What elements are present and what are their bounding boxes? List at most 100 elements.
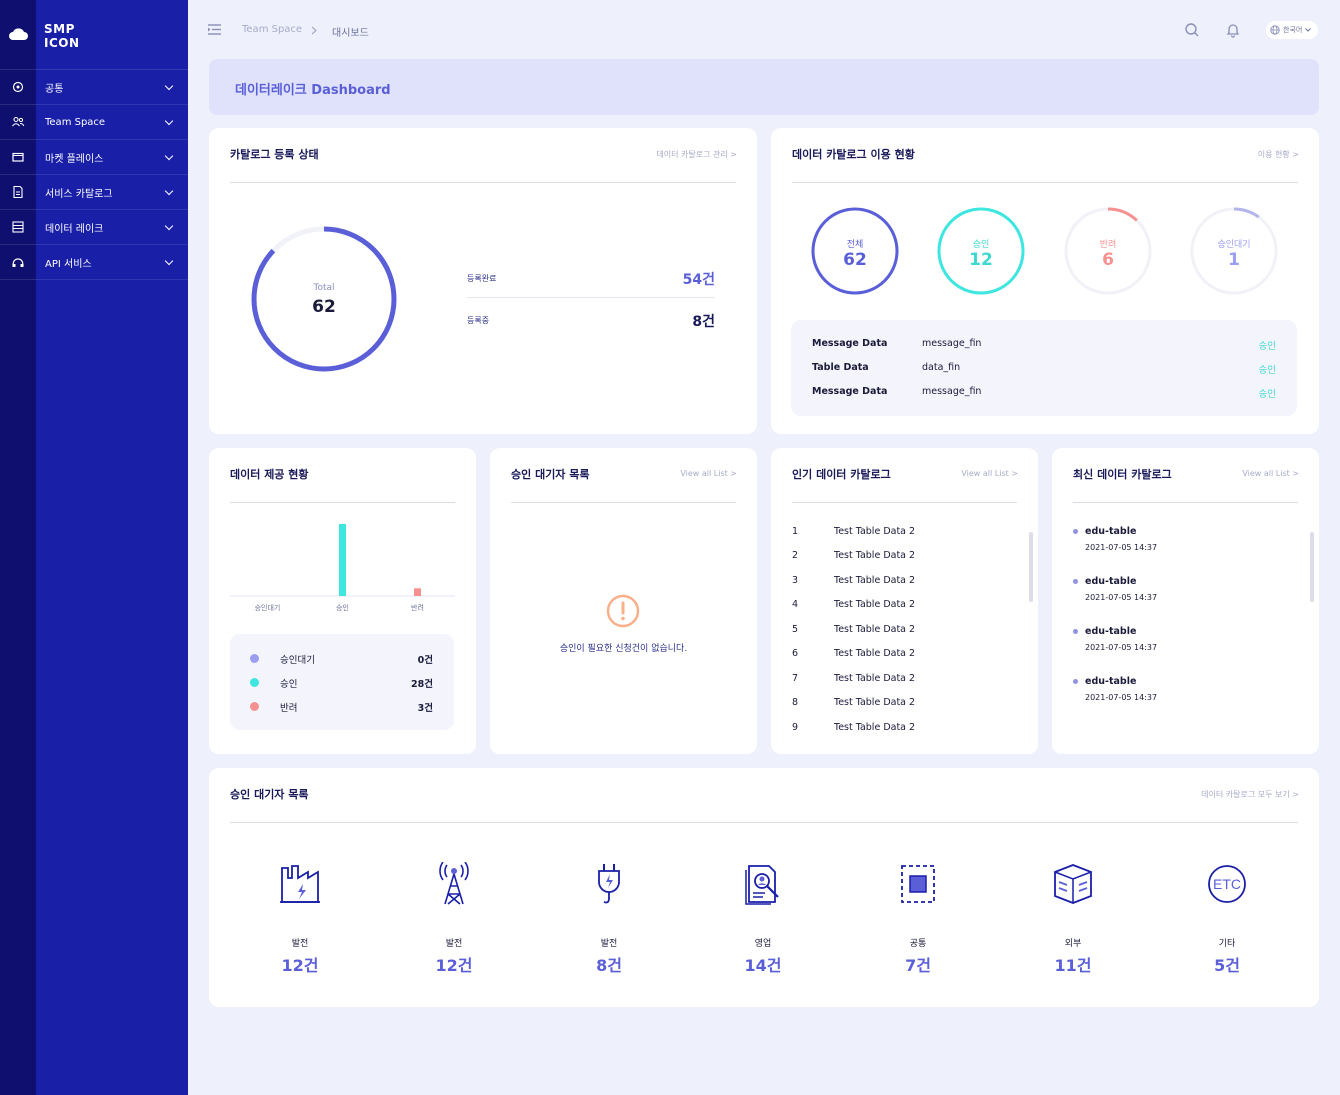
legend-label: 반려 [280,703,298,714]
catalog-item-name[interactable]: Test Table Data 2 [834,624,916,635]
rank-number: 1 [792,526,799,537]
recent-item-name[interactable]: edu-table [1085,576,1137,587]
scrollbar[interactable] [1310,532,1314,602]
recent-item-time: 2021-07-05 14:37 [1085,693,1158,702]
catalog-status-card: 카탈로그 등록 상태 데이터 카탈로그 관리 > Total 62 등록완료 5… [209,128,757,434]
total-value: 62 [312,297,336,317]
sidebar-item-label: 공통 [45,83,64,95]
rank-number: 5 [792,624,799,635]
registration-progress-arc [251,226,397,372]
category-count: 11건 [1054,956,1092,975]
scrollbar[interactable] [1029,532,1033,602]
category-name: 공통 [909,939,927,949]
document-search-icon [745,865,779,905]
catalog-item-name[interactable]: Test Table Data 2 [834,673,916,684]
category-name: 발전 [600,939,618,949]
catalog-item-name[interactable]: Test Table Data 2 [834,599,916,610]
catalog-item-name[interactable]: Test Table Data 2 [834,550,916,561]
recent-item-name[interactable]: edu-table [1085,676,1137,687]
warning-icon [606,594,640,628]
approved-ring-arc [937,207,1025,295]
x-tick-label: 승인대기 [255,603,281,612]
ring-value-approved: 12 [969,250,993,270]
category-name: 외부 [1064,939,1082,949]
breadcrumb-current: 대시보드 [332,28,369,39]
bullet-dot [1073,679,1078,684]
view-all-link[interactable]: View all List > [680,469,737,478]
language-select[interactable]: 한국어 [1266,21,1318,39]
category-item[interactable]: ETC 기타 5건 [1167,862,1287,975]
message-type: Message Data [812,338,888,349]
sidebar-item-common[interactable]: 공통 [36,70,188,105]
provision-legend: 승인대기 0건 승인 28건 반려 3건 [230,634,454,730]
rail-divider [0,69,36,70]
category-item[interactable]: 공통 7건 [858,862,978,975]
sidebar-item-api-service[interactable]: API 서비스 [36,245,188,280]
catalog-item-name[interactable]: Test Table Data 2 [834,648,916,659]
legend-dot [250,678,259,687]
catalog-item-name[interactable]: Test Table Data 2 [834,526,916,537]
sidebar-item-data-lake[interactable]: 데이터 레이크 [36,210,188,245]
sidebar-divider [36,69,188,70]
app-logo[interactable]: SMP ICON [44,22,80,50]
legend-dot [250,654,259,663]
rank-number: 6 [792,648,799,659]
catalog-manage-link[interactable]: 데이터 카탈로그 관리 > [656,150,737,159]
view-all-link[interactable]: View all List > [961,469,1018,478]
page-title: 데이터레이크 Dashboard [235,83,391,98]
card-title: 인기 데이터 카탈로그 [792,468,891,481]
view-all-link[interactable]: View all List > [1242,469,1299,478]
sidebar-item-team-space[interactable]: Team Space [36,105,188,140]
rail-divider [0,139,36,140]
recent-item-name[interactable]: edu-table [1085,626,1137,637]
api-icon[interactable] [11,255,25,269]
view-all-catalog-link[interactable]: 데이터 카탈로그 모두 보기 > [1201,790,1299,799]
empty-message: 승인이 필요한 신청건이 없습니다. [559,644,688,654]
breadcrumb-team-space[interactable]: Team Space [242,24,303,35]
sidebar-item-service-catalog[interactable]: 서비스 카탈로그 [36,175,188,210]
svg-text:ETC: ETC [1213,876,1241,892]
message-status: 승인 [1258,341,1276,352]
category-item[interactable]: 발전 8건 [549,862,669,975]
category-item[interactable]: 발전 12건 [394,862,514,975]
recent-item-time: 2021-07-05 14:37 [1085,593,1158,602]
page-banner: 데이터레이크 Dashboard [209,59,1319,115]
globe-icon [1270,25,1280,35]
ring-value-pending: 1 [1228,250,1240,270]
catalog-item-name[interactable]: Test Table Data 2 [834,575,916,586]
category-item[interactable]: 외부 11건 [1013,862,1133,975]
rail-divider [0,244,36,245]
catalog-item-name[interactable]: Test Table Data 2 [834,697,916,708]
selection-box-icon [901,865,935,903]
category-item[interactable]: 발전 12건 [240,862,360,975]
folder-icon[interactable] [11,150,25,164]
ring-label-approved: 승인 [972,240,990,250]
catalog-usage-card: 데이터 카탈로그 이용 현황 이용 현황 > 전체 6​2 승인 12 반려 6… [771,128,1319,434]
registering-value: 8건 [692,314,715,330]
message-type: Table Data [812,362,869,373]
rail-divider [0,279,36,280]
category-count: 7건 [905,956,931,975]
users-icon[interactable] [11,115,25,129]
category-item[interactable]: 영업 14건 [703,862,823,975]
menu-toggle-icon[interactable] [208,24,221,35]
card-title: 승인 대기자 목록 [511,468,590,481]
icon-rail [0,0,36,1095]
antenna-tower-icon [439,862,469,905]
pending-ring-arc [1190,207,1278,295]
bell-icon[interactable] [1225,22,1241,38]
usage-status-link[interactable]: 이용 현황 > [1257,150,1299,159]
rejected-ring-arc [1064,207,1152,295]
search-icon[interactable] [1184,22,1200,38]
recent-item-time: 2021-07-05 14:37 [1085,643,1158,652]
recent-item-name[interactable]: edu-table [1085,526,1137,537]
category-count: 12건 [435,956,473,975]
document-icon[interactable] [11,185,25,199]
catalog-item-name[interactable]: Test Table Data 2 [834,722,916,733]
chevron-down-icon [164,116,174,126]
sidebar-item-marketplace[interactable]: 마켓 플레이스 [36,140,188,175]
gear-icon[interactable] [11,80,25,94]
database-icon[interactable] [11,220,25,234]
card-title: 최신 데이터 카탈로그 [1073,468,1172,481]
message-list: Message Data message_fin 승인 Table Data d… [791,320,1297,416]
